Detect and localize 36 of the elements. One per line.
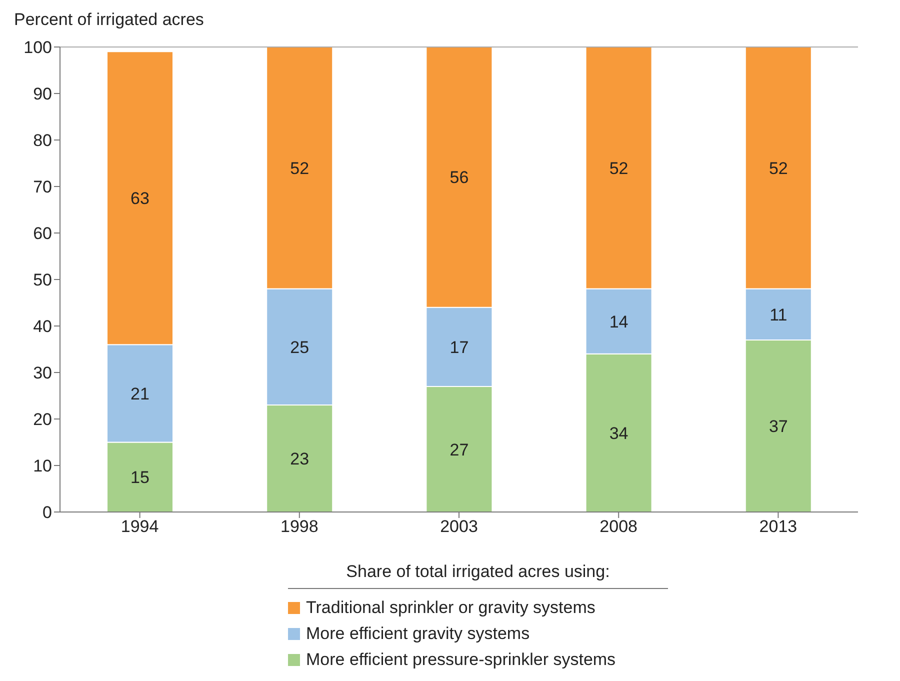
data-label: 56 bbox=[450, 168, 469, 188]
data-label: 23 bbox=[290, 450, 310, 469]
legend-title: Share of total irrigated acres using: bbox=[288, 562, 668, 589]
y-tick-label: 80 bbox=[33, 131, 52, 150]
legend-label: More efficient pressure-sprinkler systems bbox=[306, 650, 616, 670]
data-label: 14 bbox=[609, 312, 628, 332]
data-label: 11 bbox=[770, 305, 788, 324]
x-tick-label: 1998 bbox=[280, 517, 318, 536]
y-tick-label: 70 bbox=[33, 178, 52, 197]
data-label: 25 bbox=[290, 338, 310, 357]
legend-label: More efficient gravity systems bbox=[306, 624, 530, 644]
y-tick-label: 90 bbox=[33, 84, 52, 104]
y-tick-label: 50 bbox=[33, 270, 52, 290]
y-tick-label: 20 bbox=[33, 410, 52, 430]
legend-label: Traditional sprinkler or gravity systems bbox=[306, 598, 596, 618]
data-label: 52 bbox=[290, 158, 310, 178]
y-tick-label: 30 bbox=[33, 364, 52, 383]
x-tick-label: 2003 bbox=[440, 517, 478, 536]
data-label: 17 bbox=[450, 338, 469, 357]
x-tick-label: 2013 bbox=[759, 517, 798, 536]
y-tick-label: 100 bbox=[24, 38, 52, 58]
y-tick-label: 10 bbox=[33, 456, 52, 476]
y-axis-title: Percent of irrigated acres bbox=[14, 10, 204, 30]
data-label: 52 bbox=[768, 158, 788, 178]
data-label: 52 bbox=[609, 158, 628, 178]
data-label: 34 bbox=[609, 424, 628, 443]
data-label: 27 bbox=[450, 440, 469, 460]
y-tick-label: 60 bbox=[33, 224, 52, 244]
data-label: 63 bbox=[130, 189, 150, 208]
data-label: 37 bbox=[768, 417, 788, 436]
y-tick-label: 40 bbox=[33, 317, 52, 336]
data-label: 21 bbox=[130, 384, 150, 404]
data-label: 15 bbox=[130, 468, 150, 488]
x-tick-label: 1994 bbox=[120, 517, 159, 536]
x-tick-label: 2008 bbox=[600, 517, 638, 536]
y-tick-label: 0 bbox=[42, 503, 52, 522]
